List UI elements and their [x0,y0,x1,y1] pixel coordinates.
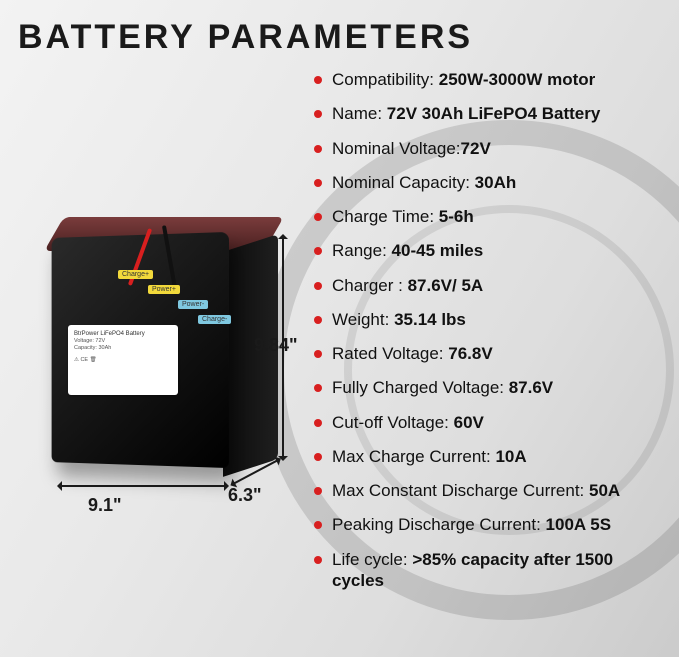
spec-label: Compatibility: [332,70,439,89]
spec-label: Name: [332,104,387,123]
spec-value: 10A [495,447,526,466]
spec-label: Max Charge Current: [332,447,495,466]
spec-value: 72V 30Ah LiFePO4 Battery [387,104,601,123]
page-title: BATTERY PARAMETERS [18,18,661,57]
spec-value: 76.8V [448,344,492,363]
spec-value: 35.14 lbs [394,310,466,329]
spec-label: Range: [332,241,392,260]
spec-label: Rated Voltage: [332,344,448,363]
spec-item: Nominal Voltage:72V [312,138,661,159]
spec-value: 72V [461,139,491,158]
spec-panel: Compatibility: 250W-3000W motor Name: 72V… [312,67,661,643]
spec-label: Nominal Capacity: [332,173,475,192]
spec-value: 5-6h [439,207,474,226]
spec-item: Range: 40-45 miles [312,240,661,261]
wire-tag-power-minus: Power- [178,300,208,309]
spec-list: Compatibility: 250W-3000W motor Name: 72V… [312,69,661,591]
wire-tag-power-plus: Power+ [148,285,180,294]
spec-item: Fully Charged Voltage: 87.6V [312,377,661,398]
sticker-icons: ⚠ CE 🗑 [74,357,172,364]
spec-value: 50A [589,481,620,500]
sticker-line: BtrPower LiFePO4 Battery [74,331,172,338]
spec-value: 40-45 miles [392,241,484,260]
spec-value: 87.6V [509,378,553,397]
battery-sticker: BtrPower LiFePO4 Battery Voltage: 72V Ca… [68,325,178,395]
spec-item: Charger : 87.6V/ 5A [312,275,661,296]
spec-label: Cut-off Voltage: [332,413,454,432]
wire-tag-charge-plus: Charge+ [118,270,153,279]
page-container: BATTERY PARAMETERS Charge+ Power+ Power-… [0,0,679,657]
product-figure: Charge+ Power+ Power- Charge- BtrPower L… [18,67,298,643]
spec-item: Max Charge Current: 10A [312,446,661,467]
spec-label: Charger : [332,276,408,295]
battery-illustration: Charge+ Power+ Power- Charge- BtrPower L… [28,165,288,545]
spec-item: Cut-off Voltage: 60V [312,412,661,433]
spec-label: Nominal Voltage: [332,139,461,158]
spec-item: Rated Voltage: 76.8V [312,343,661,364]
sticker-line: Capacity: 30Ah [74,345,172,352]
spec-label: Weight: [332,310,394,329]
spec-item: Life cycle: >85% capacity after 1500 cyc… [312,549,661,592]
spec-label: Max Constant Discharge Current: [332,481,589,500]
spec-label: Life cycle: [332,550,412,569]
spec-item: Charge Time: 5-6h [312,206,661,227]
spec-value: 30Ah [475,173,517,192]
spec-item: Name: 72V 30Ah LiFePO4 Battery [312,103,661,124]
dimension-arrow-width [58,485,228,487]
spec-item: Max Constant Discharge Current: 50A [312,480,661,501]
spec-item: Peaking Discharge Current: 100A 5S [312,514,661,535]
spec-item: Compatibility: 250W-3000W motor [312,69,661,90]
spec-value: 100A 5S [546,515,612,534]
spec-value: 60V [454,413,484,432]
spec-label: Peaking Discharge Current: [332,515,546,534]
spec-value: 87.6V/ 5A [408,276,484,295]
content-row: Charge+ Power+ Power- Charge- BtrPower L… [18,67,661,643]
spec-label: Fully Charged Voltage: [332,378,509,397]
spec-item: Weight: 35.14 lbs [312,309,661,330]
sticker-line: Voltage: 72V [74,338,172,345]
wire-tag-charge-minus: Charge- [198,315,231,324]
spec-item: Nominal Capacity: 30Ah [312,172,661,193]
spec-label: Charge Time: [332,207,439,226]
spec-value: 250W-3000W motor [439,70,595,89]
dimension-width: 9.1" [88,495,122,516]
dimension-height: 9.84" [254,335,298,356]
